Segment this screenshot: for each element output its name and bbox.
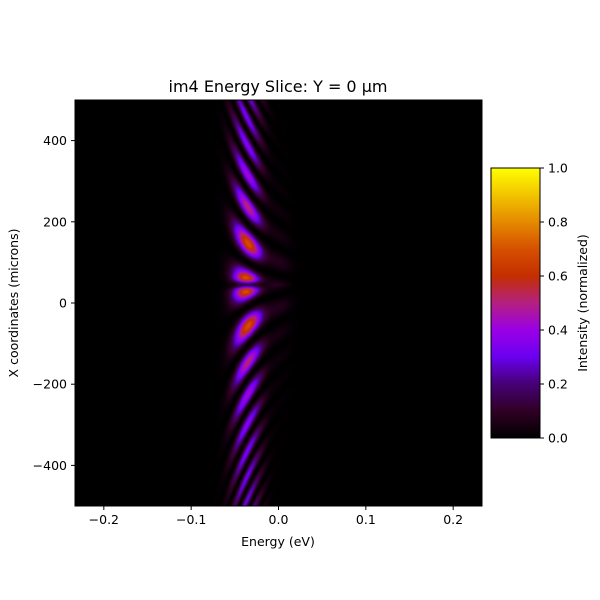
y-tick-label: 400 — [43, 133, 67, 148]
colorbar-gradient — [491, 168, 540, 438]
x-axis-label: Energy (eV) — [241, 534, 315, 549]
x-tick-label: 0.2 — [443, 512, 463, 527]
colorbar-tick-label: 0.6 — [548, 269, 568, 284]
colorbar-frame — [490, 167, 541, 439]
colorbar-tick-label: 1.0 — [548, 161, 568, 176]
x-tick-label: −0.2 — [89, 512, 119, 527]
colorbar-label: Intensity (normalized) — [575, 234, 590, 372]
colorbar: 0.0 0.2 0.4 0.6 0.8 1.0 Intensity (normalized… — [490, 161, 590, 446]
y-axis-label: X coordinates (microns) — [6, 229, 21, 378]
colorbar-tick-label: 0.0 — [548, 431, 568, 446]
y-tick-label: 200 — [43, 214, 67, 229]
colorbar-tick-label: 0.4 — [548, 323, 568, 338]
y-tick-label: −200 — [33, 377, 67, 392]
heatmap-image — [75, 100, 482, 506]
x-tick-label: −0.1 — [176, 512, 206, 527]
x-tick-label: 0.0 — [269, 512, 289, 527]
y-axis: −400 −200 0 200 400 — [33, 133, 75, 473]
plot-area — [74, 99, 483, 507]
colorbar-tick-label: 0.8 — [548, 215, 568, 230]
y-tick-label: 0 — [59, 296, 67, 311]
heatmap-marks — [75, 100, 482, 506]
chart-title: im4 Energy Slice: Y = 0 µm — [169, 77, 388, 96]
x-axis: −0.2 −0.1 0.0 0.1 0.2 — [89, 506, 463, 527]
colorbar-tick-label: 0.2 — [548, 377, 568, 392]
y-tick-label: −400 — [33, 458, 67, 473]
colorbar-ticks: 0.0 0.2 0.4 0.6 0.8 1.0 — [540, 161, 568, 446]
x-tick-label: 0.1 — [356, 512, 376, 527]
